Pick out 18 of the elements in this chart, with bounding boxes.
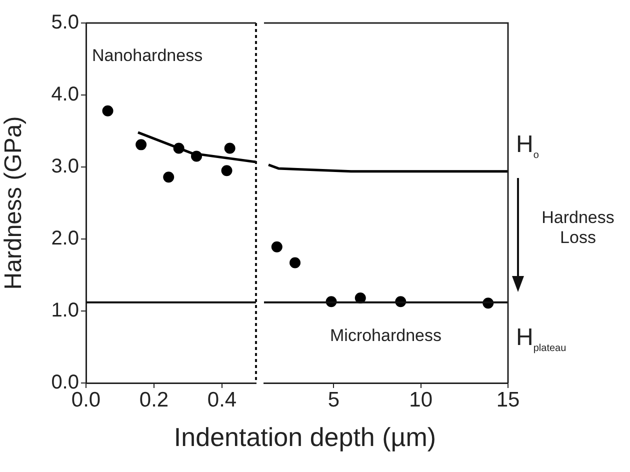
annotation: Nanohardness xyxy=(92,46,203,66)
x-tick-label: 5 xyxy=(328,388,340,412)
text: Hardness Loss xyxy=(540,208,616,248)
y-tick-label: 2.0 xyxy=(51,228,79,250)
y-axis-title: Hardness (GPa) xyxy=(0,116,28,290)
y-tick-label: 5.0 xyxy=(51,12,79,34)
ref-line-label: H$_{plateau}$ xyxy=(516,324,566,354)
x-tick-label: 15 xyxy=(496,388,520,412)
y-tick-label: 1.0 xyxy=(51,300,79,322)
x-tick-label: 0.2 xyxy=(139,388,169,412)
x-tick-label: 0.4 xyxy=(207,388,237,412)
annotation: Microhardness xyxy=(330,326,442,346)
y-tick-label: 4.0 xyxy=(51,84,79,106)
x-tick-label: 10 xyxy=(409,388,433,412)
annotation: H$_{o}$ xyxy=(516,131,539,162)
y-tick-label: 3.0 xyxy=(51,156,79,178)
x-axis-title: Indentation depth (µm) xyxy=(172,422,438,453)
x-tick-label: 0.0 xyxy=(71,388,101,412)
